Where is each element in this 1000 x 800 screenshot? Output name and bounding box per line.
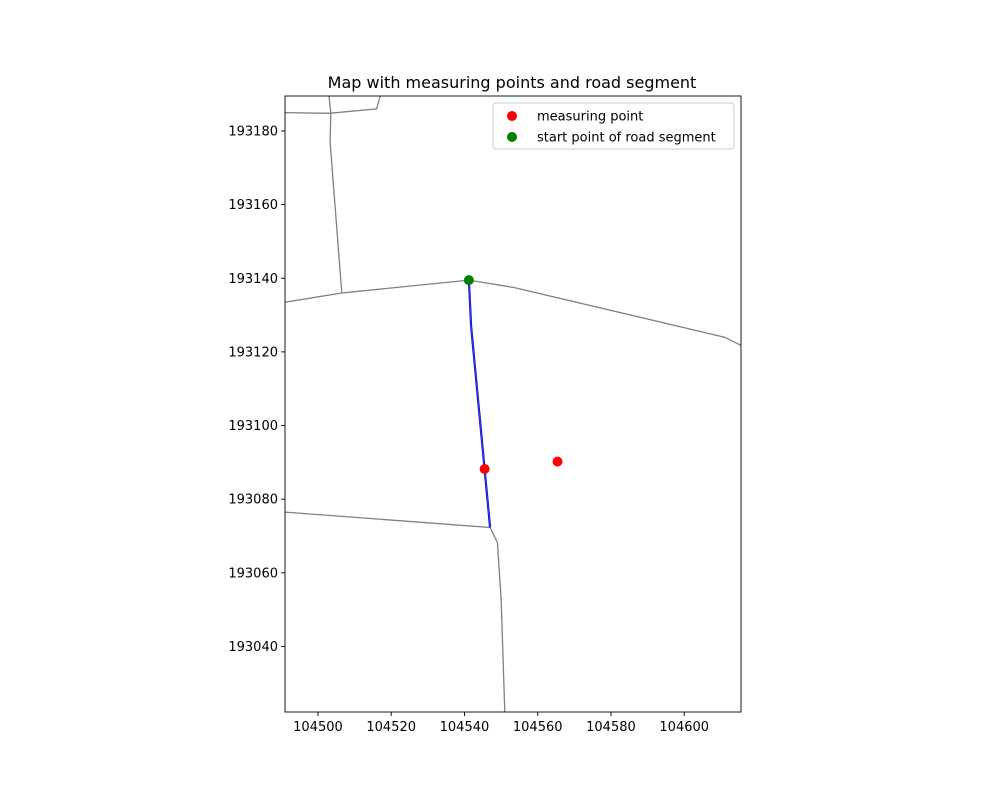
x-tick-label: 104520 <box>366 720 416 735</box>
scatter-point-series2-1 <box>463 275 474 286</box>
y-tick-label: 193160 <box>228 198 278 213</box>
y-tick-label: 193100 <box>228 419 278 434</box>
plot-frame <box>284 95 742 713</box>
legend: measuring point start point of road segme… <box>492 102 735 150</box>
legend-marker-1 <box>507 111 517 121</box>
plot-content <box>285 96 741 712</box>
legend-label-1: measuring point <box>537 110 643 125</box>
legend-label-2: start point of road segment <box>537 131 716 146</box>
y-tick-label: 193120 <box>228 345 278 360</box>
x-tick-label: 104600 <box>659 720 709 735</box>
road-line-1 <box>285 96 381 114</box>
road-segment-highlight <box>468 280 491 528</box>
legend-box <box>492 102 735 150</box>
scatter-point-series1-2 <box>552 456 563 467</box>
y-tick-label: 193080 <box>228 493 278 508</box>
y-tick-label: 193040 <box>228 640 278 655</box>
road-line-3 <box>285 279 741 346</box>
scatter-point-series1-1 <box>479 463 490 474</box>
x-tick-label: 104580 <box>586 720 636 735</box>
road-line-2 <box>328 96 343 294</box>
x-tick-label: 104560 <box>513 720 563 735</box>
road-line-4 <box>285 511 506 712</box>
y-tick-label: 193140 <box>228 272 278 287</box>
x-tick-label: 104500 <box>293 720 343 735</box>
axes: 104500 104520 104540 104560 104580 104600 1930… <box>228 95 742 735</box>
y-tick-label: 193060 <box>228 566 278 581</box>
plot-area <box>285 96 741 712</box>
x-tick-label: 104540 <box>440 720 490 735</box>
chart-title: Map with measuring points and road segme… <box>328 73 697 92</box>
y-tick-label: 193180 <box>228 124 278 139</box>
legend-marker-2 <box>507 132 517 142</box>
